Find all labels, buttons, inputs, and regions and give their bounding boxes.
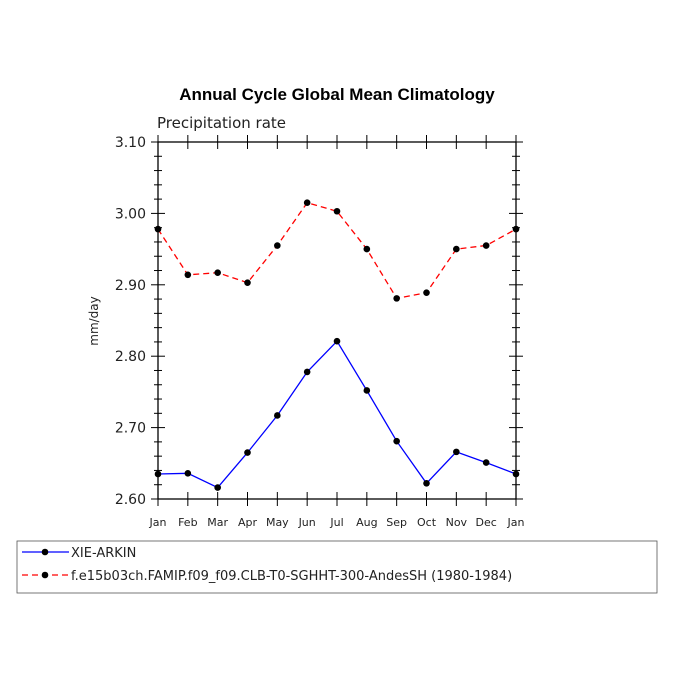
plot-frame bbox=[157, 141, 517, 500]
x-tick-label: Sep bbox=[386, 516, 407, 529]
data-point bbox=[303, 199, 311, 206]
y-tick-label: 2.70 bbox=[115, 421, 146, 437]
x-tick-label: Oct bbox=[417, 516, 437, 529]
data-point bbox=[244, 449, 251, 456]
data-point bbox=[453, 448, 460, 456]
data-point bbox=[333, 207, 341, 215]
x-tick-label: Jun bbox=[298, 516, 316, 529]
data-point bbox=[333, 337, 341, 345]
data-point bbox=[274, 242, 281, 249]
y-tick-label: 2.60 bbox=[115, 492, 146, 508]
data-point bbox=[303, 368, 311, 376]
data-point bbox=[274, 412, 281, 419]
data-point bbox=[482, 242, 490, 249]
data-point bbox=[214, 269, 221, 276]
data-point bbox=[363, 387, 371, 394]
data-point bbox=[214, 484, 221, 491]
data-point bbox=[512, 470, 520, 478]
data-point bbox=[244, 279, 251, 286]
x-tick-label: Aug bbox=[356, 516, 377, 529]
legend-label-1: f.e15b03ch.FAMIP.f09_f09.CLB-T0-SGHHT-30… bbox=[71, 569, 512, 584]
series-line-0 bbox=[157, 340, 517, 489]
legend: XIE-ARKIN f.e15b03ch.FAMIP.f09_f09.CLB-T0… bbox=[16, 540, 658, 594]
legend-label-0: XIE-ARKIN bbox=[71, 546, 136, 561]
y-tick-label: 3.00 bbox=[115, 206, 146, 222]
data-point bbox=[363, 245, 371, 253]
data-point bbox=[512, 225, 520, 233]
y-tick-label: 2.90 bbox=[115, 278, 146, 294]
x-tick-label: May bbox=[266, 516, 289, 529]
data-point bbox=[184, 271, 192, 279]
data-point bbox=[154, 225, 162, 233]
y-tick-label: 2.80 bbox=[115, 349, 146, 365]
x-tick-label: Jul bbox=[329, 516, 343, 529]
data-point bbox=[423, 289, 430, 296]
chart-title: Annual Cycle Global Mean Climatology bbox=[179, 85, 495, 104]
x-tick-label: Jan bbox=[149, 516, 167, 529]
y-tick-label: 3.10 bbox=[115, 135, 146, 151]
legend-box bbox=[16, 540, 658, 594]
data-point bbox=[393, 437, 400, 445]
data-point bbox=[154, 470, 162, 478]
legend-marker-0 bbox=[41, 548, 49, 556]
x-tick-label: Dec bbox=[476, 516, 497, 529]
chart-subtitle: Precipitation rate bbox=[157, 114, 286, 132]
x-tick-label: Jan bbox=[507, 516, 525, 529]
x-tick-label: Feb bbox=[178, 516, 197, 529]
data-point bbox=[482, 459, 490, 466]
data-point bbox=[393, 295, 400, 302]
x-tick-label: Apr bbox=[238, 516, 258, 529]
x-tick-label: Nov bbox=[446, 516, 468, 529]
plot-area: 2.60 2.70 2.80 2.90 3.00 3.10 Jan Feb Mar Apr May J… bbox=[115, 135, 525, 529]
data-point bbox=[184, 469, 192, 477]
y-axis-label: mm/day bbox=[87, 296, 101, 346]
legend-marker-1 bbox=[41, 571, 49, 579]
data-point bbox=[423, 479, 430, 487]
x-tick-label: Mar bbox=[207, 516, 228, 529]
data-point bbox=[453, 245, 460, 253]
series-line-1 bbox=[157, 201, 517, 300]
